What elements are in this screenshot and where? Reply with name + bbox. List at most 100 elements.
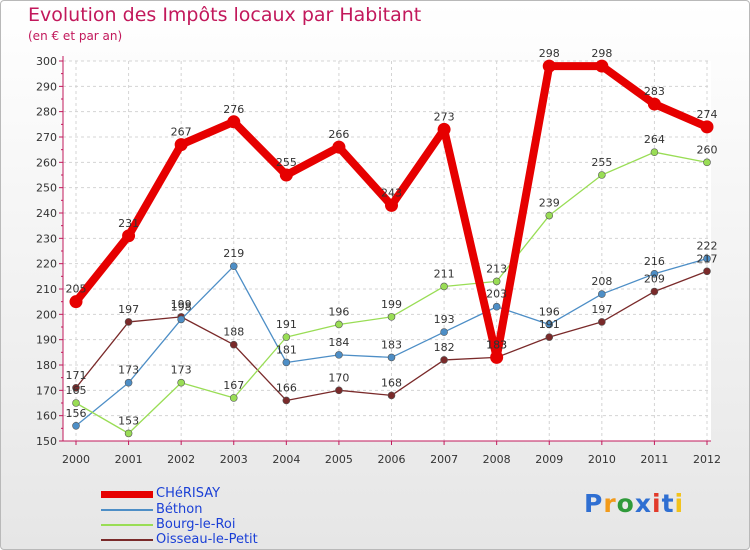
series-point-1 <box>229 262 238 271</box>
x-tick-label: 2003 <box>220 453 248 466</box>
logo-letter: r <box>603 489 617 518</box>
logo-letter: o <box>616 489 635 518</box>
series-point-3 <box>703 267 711 276</box>
logo-letter: i <box>652 489 662 518</box>
series-point-2 <box>703 158 711 167</box>
legend-item-oisseau-le-petit: Oisseau-le-Petit <box>101 532 341 548</box>
x-tick-label: 2011 <box>640 453 668 466</box>
series-point-3 <box>335 386 343 395</box>
data-label-0: 267 <box>171 126 192 139</box>
series-point-2 <box>598 171 606 179</box>
y-tick-label: 280 <box>36 106 57 119</box>
data-label-1: 203 <box>486 288 507 301</box>
y-tick-label: 270 <box>36 131 57 144</box>
data-label-1: 173 <box>118 364 139 377</box>
series-point-2 <box>72 399 80 407</box>
series-point-1 <box>492 302 501 311</box>
data-label-3: 199 <box>171 298 192 311</box>
data-label-0: 255 <box>276 156 297 169</box>
x-tick-label: 2002 <box>167 453 195 466</box>
data-label-2: 255 <box>591 156 612 169</box>
data-label-0: 231 <box>118 217 139 230</box>
data-label-3: 188 <box>223 326 244 339</box>
data-label-2: 173 <box>171 364 192 377</box>
data-label-1: 219 <box>223 247 244 260</box>
data-label-0: 273 <box>434 110 455 123</box>
series-point-3 <box>440 356 448 364</box>
data-label-3: 166 <box>276 381 297 394</box>
series-point-0 <box>332 140 346 154</box>
series-point-0 <box>174 138 188 152</box>
proxiti-logo: Proxiti <box>584 489 684 518</box>
data-label-3: 171 <box>66 369 87 382</box>
data-label-0: 298 <box>591 47 612 60</box>
x-tick-label: 2009 <box>535 453 563 466</box>
series-point-3 <box>650 287 659 296</box>
data-label-1: 198 <box>171 300 192 313</box>
data-label-0: 183 <box>486 338 507 351</box>
series-point-0 <box>385 198 398 212</box>
series-point-1 <box>72 421 80 430</box>
data-label-1: 183 <box>381 338 402 351</box>
data-label-0: 276 <box>223 103 244 116</box>
legend-swatch-oisseau-le-petit <box>101 539 153 541</box>
series-point-2 <box>335 320 343 329</box>
series-point-1 <box>545 320 554 329</box>
data-label-2: 211 <box>434 267 455 280</box>
data-label-0: 274 <box>697 108 718 121</box>
series-point-0 <box>700 120 714 134</box>
series-point-1 <box>598 290 606 298</box>
data-label-2: 153 <box>118 414 139 427</box>
series-point-3 <box>598 318 606 326</box>
data-label-2: 239 <box>539 197 560 210</box>
chart-title: Evolution des Impôts locaux par Habitant <box>28 4 422 26</box>
series-point-0 <box>647 97 661 111</box>
legend-item-cherisay: CHéRISAY <box>101 486 341 502</box>
series-point-0 <box>69 295 83 309</box>
series-point-1 <box>282 358 291 367</box>
data-label-3: 197 <box>118 303 139 316</box>
data-label-3: 197 <box>591 303 612 316</box>
series-point-0 <box>490 350 504 364</box>
series-point-1 <box>703 254 711 263</box>
legend-label-bourg-le-roi: Bourg-le-Roi <box>156 517 236 532</box>
data-label-1: 156 <box>66 407 87 420</box>
series-point-0 <box>595 59 609 73</box>
series-point-2 <box>282 333 291 341</box>
x-tick-label: 2001 <box>115 453 143 466</box>
data-label-1: 222 <box>697 240 718 253</box>
logo-letter: t <box>661 489 675 518</box>
series-point-2 <box>124 429 133 438</box>
y-tick-label: 240 <box>36 207 57 220</box>
y-tick-label: 250 <box>36 182 57 195</box>
data-label-0: 298 <box>539 47 560 60</box>
data-label-0: 283 <box>644 85 665 98</box>
x-tick-label: 2012 <box>693 453 721 466</box>
y-tick-label: 260 <box>36 156 57 169</box>
series-point-3 <box>387 391 396 400</box>
legend-label-oisseau-le-petit: Oisseau-le-Petit <box>156 532 258 547</box>
series-point-1 <box>650 269 659 278</box>
series-point-2 <box>545 211 554 220</box>
series-point-0 <box>279 168 293 182</box>
data-label-3: 183 <box>486 338 507 351</box>
legend-swatch-bethon <box>101 509 153 511</box>
y-tick-label: 230 <box>36 232 57 245</box>
x-tick-label: 2005 <box>325 453 353 466</box>
series-point-2 <box>492 277 501 286</box>
data-label-2: 165 <box>66 384 87 397</box>
y-tick-label: 210 <box>36 283 57 296</box>
legend-label-bethon: Béthon <box>156 502 203 517</box>
data-label-1: 193 <box>434 313 455 326</box>
series-point-1 <box>335 351 343 359</box>
series-point-1 <box>387 353 396 362</box>
series-point-3 <box>72 383 80 392</box>
series-point-0 <box>437 122 451 136</box>
y-tick-label: 290 <box>36 80 57 93</box>
series-point-3 <box>229 340 238 349</box>
logo-letter: x <box>634 489 652 518</box>
data-label-2: 264 <box>644 133 665 146</box>
x-tick-label: 2000 <box>62 453 90 466</box>
data-label-3: 170 <box>328 371 349 384</box>
